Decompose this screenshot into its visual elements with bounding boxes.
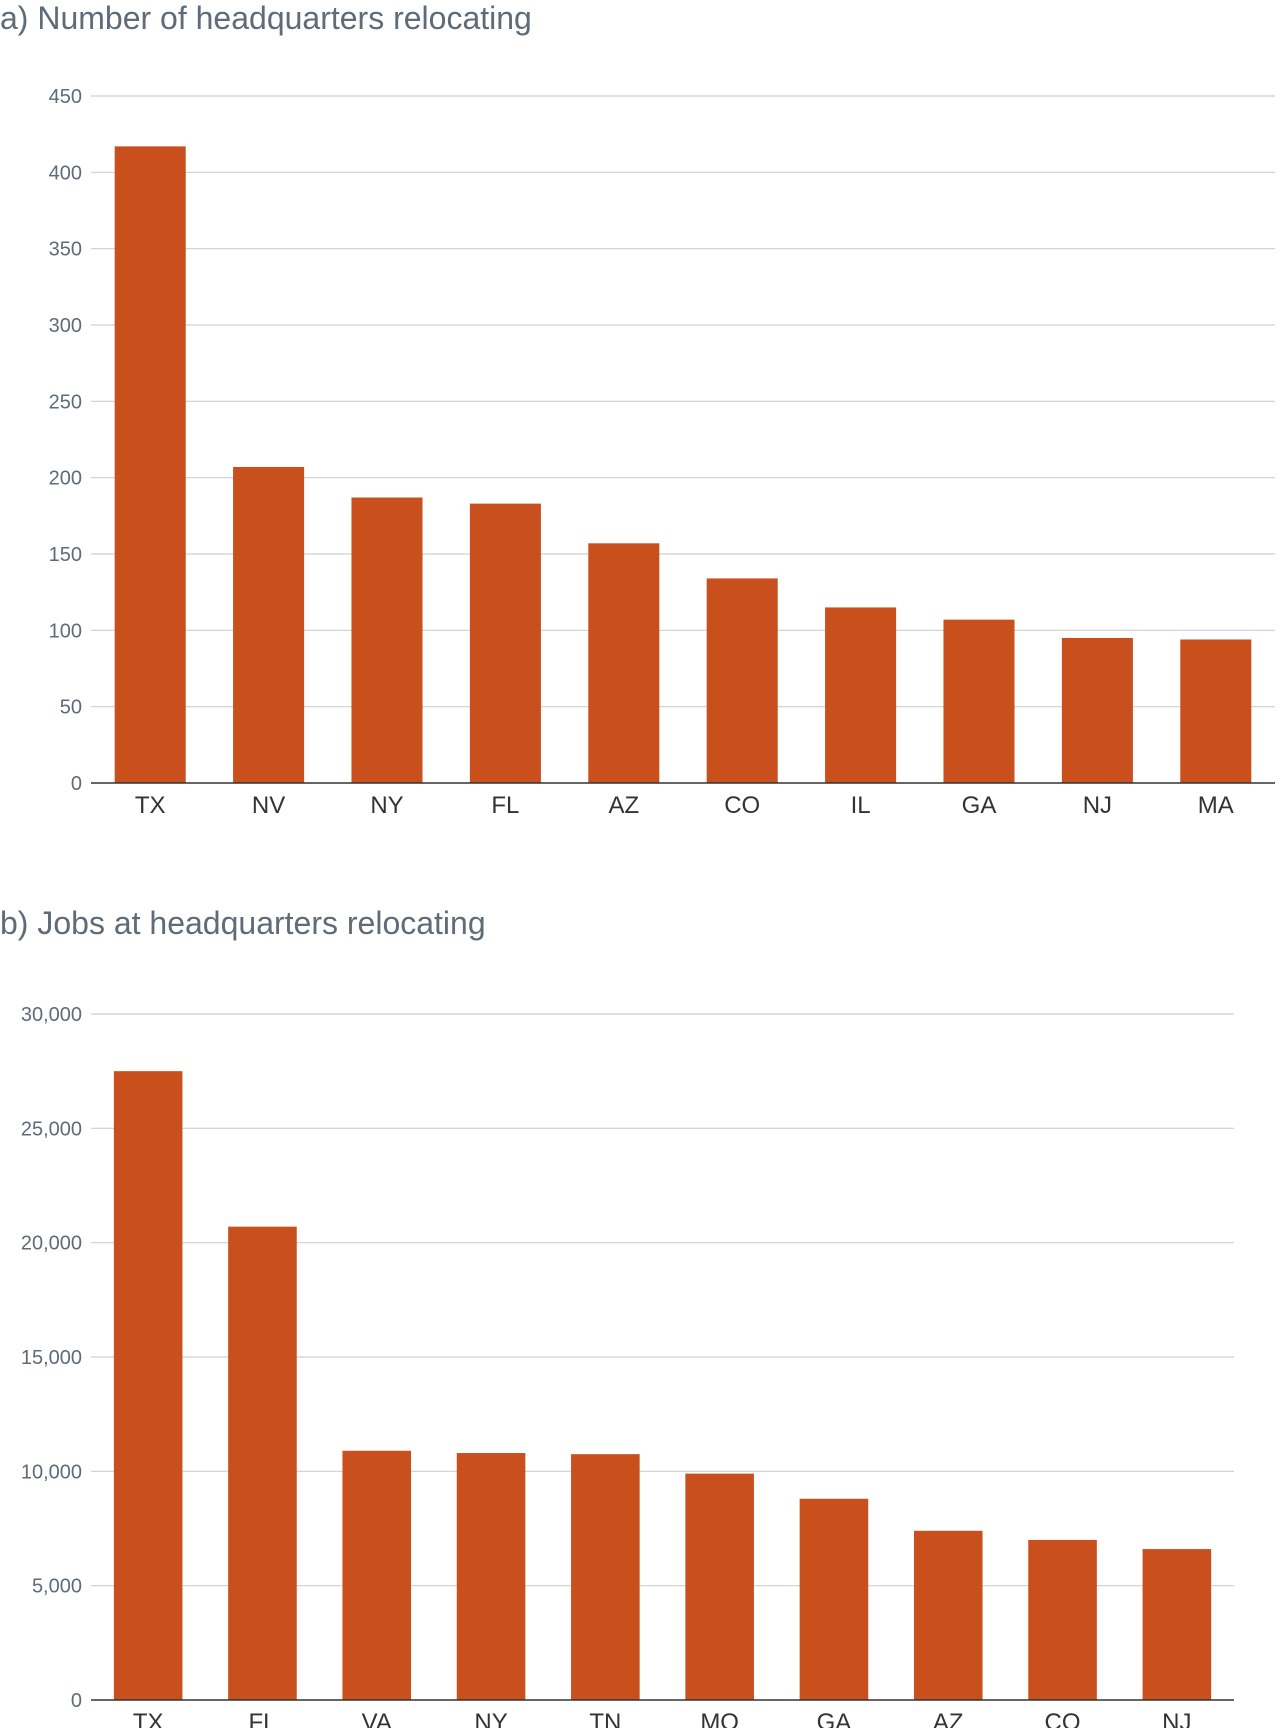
y-tick-label: 50 bbox=[60, 697, 82, 719]
x-category-label: MO bbox=[700, 1709, 739, 1728]
y-tick-label: 20,000 bbox=[21, 1233, 82, 1255]
x-category-label: NY bbox=[370, 792, 403, 819]
bar bbox=[685, 1473, 754, 1700]
y-tick-label: 250 bbox=[49, 391, 82, 413]
y-tick-label: 200 bbox=[49, 468, 82, 490]
x-category-label: CO bbox=[724, 792, 760, 819]
bar bbox=[113, 1071, 183, 1700]
y-tick-label: 0 bbox=[71, 773, 82, 795]
x-category-label: TX bbox=[133, 1709, 164, 1728]
x-category-label: AZ bbox=[608, 792, 639, 819]
bar bbox=[588, 543, 660, 783]
x-category-label: AZ bbox=[933, 1709, 964, 1728]
bar bbox=[233, 466, 305, 783]
bar bbox=[228, 1226, 297, 1700]
y-tick-label: 5,000 bbox=[32, 1576, 82, 1598]
bar bbox=[706, 578, 778, 783]
bar bbox=[351, 497, 423, 783]
bar bbox=[114, 146, 186, 783]
bar bbox=[469, 503, 541, 783]
y-tick-label: 150 bbox=[49, 544, 82, 566]
y-tick-label: 350 bbox=[49, 239, 82, 261]
x-category-label: GA bbox=[817, 1709, 852, 1728]
x-category-label: NJ bbox=[1162, 1709, 1191, 1728]
y-tick-label: 400 bbox=[49, 162, 82, 184]
chart-a-headquarters-count: 0 50 100 150 200 250 300 350 400 450 TX NV NY FL AZ CO I… bbox=[49, 86, 1275, 819]
y-tick-label: 25,000 bbox=[21, 1118, 82, 1140]
x-category-label: NJ bbox=[1083, 792, 1112, 819]
bar bbox=[456, 1453, 526, 1700]
bar bbox=[943, 619, 1015, 783]
bar bbox=[825, 607, 897, 783]
y-tick-label: 450 bbox=[49, 86, 82, 108]
x-category-label: CO bbox=[1045, 1709, 1081, 1728]
bar bbox=[799, 1498, 869, 1700]
x-category-label: VA bbox=[362, 1709, 392, 1728]
x-category-label: TN bbox=[589, 1709, 621, 1728]
chart-b-title: b) Jobs at headquarters relocating bbox=[0, 905, 486, 941]
y-tick-label: 100 bbox=[49, 620, 82, 642]
bar bbox=[571, 1454, 640, 1700]
y-tick-label: 300 bbox=[49, 315, 82, 337]
x-category-label: NV bbox=[252, 792, 285, 819]
bar bbox=[1142, 1549, 1212, 1700]
bar bbox=[913, 1530, 983, 1700]
bar bbox=[1061, 637, 1133, 783]
bar bbox=[342, 1450, 412, 1700]
bar bbox=[1028, 1539, 1097, 1700]
y-tick-label: 0 bbox=[71, 1690, 82, 1712]
x-category-label: FL bbox=[491, 792, 519, 819]
x-category-label: TX bbox=[135, 792, 166, 819]
chart-a-title: a) Number of headquarters relocating bbox=[0, 0, 532, 36]
x-category-label: MA bbox=[1198, 792, 1234, 819]
bar bbox=[1180, 639, 1252, 783]
x-category-label: IL bbox=[851, 792, 871, 819]
y-tick-label: 30,000 bbox=[21, 1004, 82, 1026]
x-category-label: FL bbox=[248, 1709, 276, 1728]
y-tick-label: 15,000 bbox=[21, 1347, 82, 1369]
x-category-label: NY bbox=[474, 1709, 507, 1728]
x-category-label: GA bbox=[962, 792, 997, 819]
y-tick-label: 10,000 bbox=[21, 1461, 82, 1483]
